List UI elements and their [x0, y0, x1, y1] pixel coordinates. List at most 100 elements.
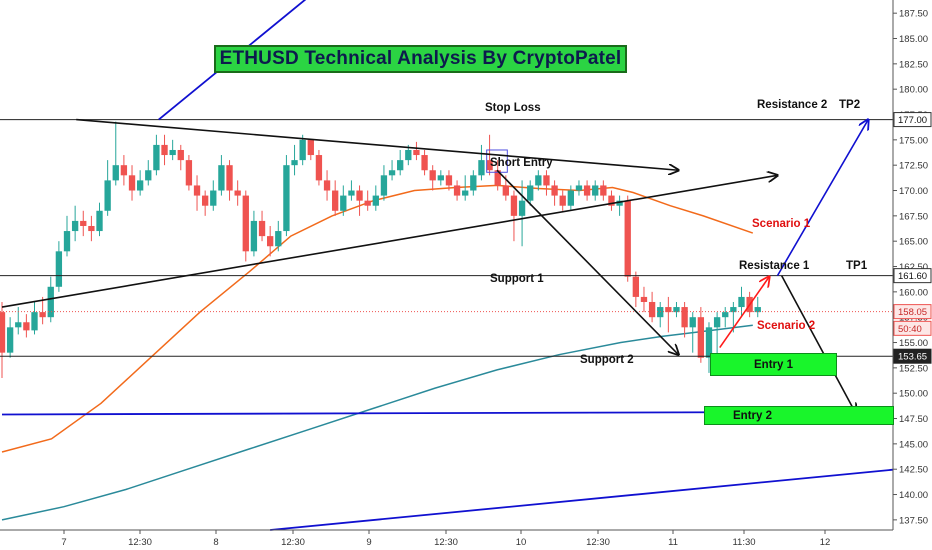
y-tick-label-15: 150.00 [899, 389, 928, 400]
candle-body-6 [47, 286, 54, 318]
chart-title-box: ETHUSD Technical Analysis By CryptoPatel [214, 45, 627, 73]
candle-body-89 [722, 312, 729, 318]
candle-body-0 [0, 312, 6, 353]
entry2-label: Entry 2 [733, 409, 772, 422]
price-tag-bg-4 [893, 348, 932, 364]
candle-body-43 [348, 190, 355, 196]
y-tick-label-2: 182.50 [899, 59, 928, 70]
candle-body-50 [405, 149, 412, 161]
candle-body-75 [608, 195, 615, 206]
x-tick-label-9: 11:30 [732, 537, 755, 548]
candle-body-30 [242, 195, 249, 252]
candle-body-72 [583, 185, 591, 196]
candle-body-74 [600, 185, 607, 196]
candle-body-91 [738, 296, 745, 308]
price-tag-2: 158.05 [898, 307, 927, 318]
candle-body-93 [754, 307, 761, 313]
candle-body-3 [23, 322, 30, 331]
candle-body-24 [193, 185, 201, 196]
candle-body-57 [462, 190, 469, 196]
candle-body-53 [429, 170, 436, 181]
candle-body-1 [6, 327, 14, 353]
candle-body-36 [291, 160, 298, 166]
candle-body-20 [161, 144, 168, 156]
candle-body-87 [705, 327, 713, 358]
candle-body-70 [567, 190, 575, 206]
entry2-zone: Entry 2 [704, 406, 894, 425]
candle-body-39 [315, 155, 323, 181]
support1-label: Support 1 [490, 273, 544, 285]
lower-blue-trend [270, 465, 932, 531]
entry1-label: Entry 1 [754, 358, 793, 371]
candle-body-18 [145, 170, 152, 181]
candle-body-59 [478, 160, 485, 176]
tp2-label: TP2 [839, 99, 861, 111]
x-tick-label-5: 12:30 [434, 537, 458, 548]
y-tick-label-16: 147.50 [899, 414, 928, 425]
price-tag-0: 177.00 [898, 115, 927, 126]
scenario2-arrow [780, 275, 856, 414]
candle-body-86 [697, 317, 705, 358]
price-tag-1: 161.60 [898, 271, 927, 282]
candle-body-54 [437, 175, 444, 181]
candle-body-88 [713, 317, 721, 328]
candle-body-44 [356, 190, 363, 201]
candle-body-23 [185, 160, 193, 186]
candle-body-81 [657, 307, 664, 318]
support2-label: Support 2 [580, 354, 634, 366]
price-axis: 187.50185.00182.50180.00177.50175.00172.… [892, 0, 932, 550]
upper-wedge-line [76, 118, 678, 171]
candle-body-38 [307, 139, 314, 156]
candle-body-11 [88, 225, 95, 232]
candle-body-27 [218, 165, 225, 191]
candles [0, 121, 761, 378]
x-tick-label-7: 12:30 [586, 537, 610, 548]
y-tick-label-0: 187.50 [899, 9, 928, 20]
candle-body-16 [128, 175, 136, 191]
candle-body-51 [413, 149, 420, 156]
candle-body-29 [234, 190, 241, 196]
candle-body-5 [39, 312, 46, 318]
candle-body-46 [372, 195, 379, 206]
candle-body-10 [80, 220, 87, 226]
y-tick-label-7: 170.00 [899, 186, 928, 197]
candle-body-61 [494, 170, 501, 186]
candle-body-78 [632, 276, 640, 297]
candle-body-21 [169, 149, 176, 156]
x-tick-label-3: 12:30 [281, 537, 305, 548]
candle-body-28 [226, 165, 233, 191]
x-tick-label-2: 8 [213, 537, 218, 548]
candle-body-17 [136, 180, 144, 191]
x-tick-label-8: 11 [668, 537, 678, 548]
candle-body-76 [616, 200, 623, 206]
candle-body-47 [380, 175, 388, 196]
candle-body-82 [665, 307, 672, 313]
chart-title: ETHUSD Technical Analysis By CryptoPatel [219, 48, 622, 69]
y-tick-label-13: 155.00 [899, 338, 928, 349]
candle-body-42 [340, 195, 347, 211]
y-tick-label-14: 152.50 [899, 363, 928, 374]
price-tag-bg-2 [893, 304, 932, 320]
candle-body-15 [120, 165, 128, 176]
candle-body-32 [258, 220, 266, 237]
ema-line-1 [1, 184, 754, 453]
tp1-label: TP1 [846, 260, 868, 272]
candle-body-31 [250, 220, 258, 252]
y-tick-label-18: 142.50 [899, 465, 928, 476]
short-entry-label: Short Entry [490, 157, 553, 169]
candle-body-90 [730, 307, 737, 313]
candle-body-48 [388, 170, 396, 176]
candle-body-35 [283, 165, 290, 232]
candle-body-4 [31, 312, 38, 331]
scenario1-label: Scenario 1 [752, 218, 811, 230]
scenario1-arrow [776, 120, 869, 277]
candle-body-85 [689, 317, 696, 328]
candle-body-69 [559, 195, 566, 206]
x-tick-label-1: 12:30 [128, 537, 152, 548]
price-tag-bg-0 [893, 112, 932, 128]
y-tick-label-6: 172.50 [899, 161, 928, 172]
short-arrow-path [496, 169, 679, 354]
y-tick-label-8: 167.50 [899, 211, 928, 222]
